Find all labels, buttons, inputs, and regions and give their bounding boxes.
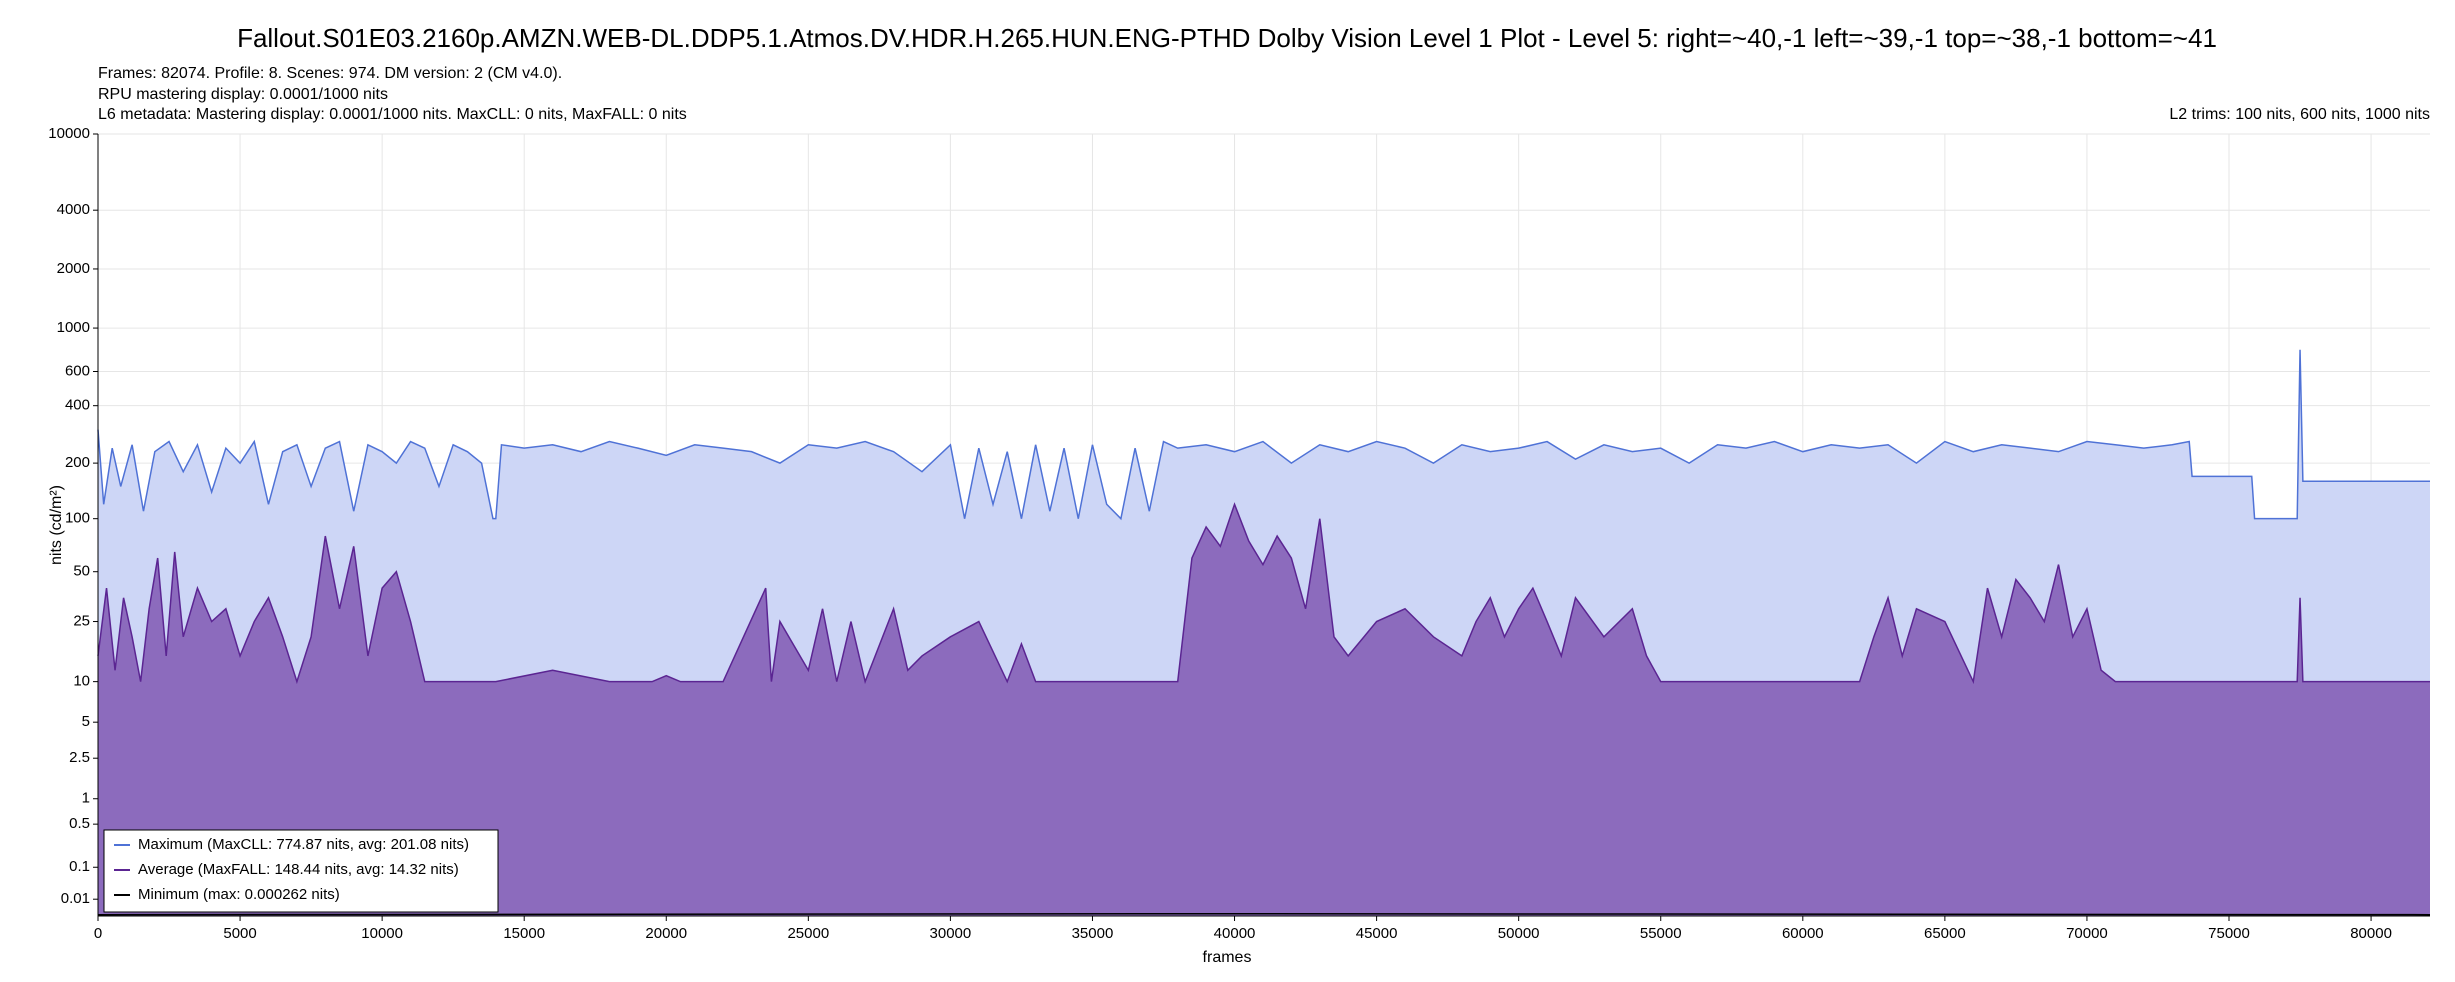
x-tick-label: 55000: [1640, 925, 1682, 942]
y-tick-label: 50: [73, 563, 90, 580]
y-tick-label: 10000: [48, 125, 90, 142]
series-line: [97, 349, 2430, 521]
series-line: [97, 912, 2431, 916]
x-tick-label: 5000: [223, 925, 256, 942]
x-tick-label: 10000: [361, 925, 403, 942]
legend-label: Minimum (max: 0.000262 nits): [138, 886, 340, 903]
series-line: [97, 502, 2430, 685]
x-tick-label: 0: [94, 925, 102, 942]
y-tick-label: 0.01: [61, 890, 90, 907]
y-axis-label: nits (cd/m²): [48, 485, 65, 565]
x-tick-label: 75000: [2208, 925, 2250, 942]
y-tick-label: 2000: [57, 260, 90, 277]
y-tick-label: 0.5: [69, 815, 90, 832]
y-tick-label: 2.5: [69, 749, 90, 766]
x-tick-label: 40000: [1214, 925, 1256, 942]
y-tick-label: 25: [73, 613, 90, 630]
info-line: Frames: 82074. Profile: 8. Scenes: 974. …: [98, 65, 562, 82]
y-tick-label: 0.1: [69, 858, 90, 875]
y-tick-label: 100: [65, 510, 90, 527]
area: [98, 504, 2430, 916]
x-tick-label: 15000: [503, 925, 545, 942]
x-tick-label: 45000: [1356, 925, 1398, 942]
info-right: L2 trims: 100 nits, 600 nits, 1000 nits: [2169, 106, 2430, 123]
y-tick-label: 200: [65, 454, 90, 471]
info-line: RPU mastering display: 0.0001/1000 nits: [98, 86, 388, 103]
y-tick-label: 400: [65, 397, 90, 414]
x-tick-label: 60000: [1782, 925, 1824, 942]
x-tick-label: 30000: [930, 925, 972, 942]
x-axis-label: frames: [1203, 949, 1252, 966]
y-tick-label: 600: [65, 362, 90, 379]
legend-label: Average (MaxFALL: 148.44 nits, avg: 14.3…: [138, 861, 459, 878]
x-tick-label: 20000: [645, 925, 687, 942]
x-tick-label: 25000: [787, 925, 829, 942]
y-tick-label: 1: [82, 790, 90, 807]
y-tick-label: 10: [73, 673, 90, 690]
info-line: L6 metadata: Mastering display: 0.0001/1…: [98, 106, 687, 123]
y-tick-label: 1000: [57, 319, 90, 336]
legend-label: Maximum (MaxCLL: 774.87 nits, avg: 201.0…: [138, 836, 469, 853]
legend-box: [103, 829, 499, 913]
x-tick-label: 65000: [1924, 925, 1966, 942]
chart-title: Fallout.S01E03.2160p.AMZN.WEB-DL.DDP5.1.…: [237, 23, 2217, 53]
x-tick-label: 35000: [1072, 925, 1114, 942]
y-tick-label: 4000: [57, 201, 90, 218]
x-tick-label: 50000: [1498, 925, 1540, 942]
x-tick-label: 80000: [2350, 925, 2392, 942]
x-tick-label: 70000: [2066, 925, 2108, 942]
y-tick-label: 5: [82, 713, 90, 730]
